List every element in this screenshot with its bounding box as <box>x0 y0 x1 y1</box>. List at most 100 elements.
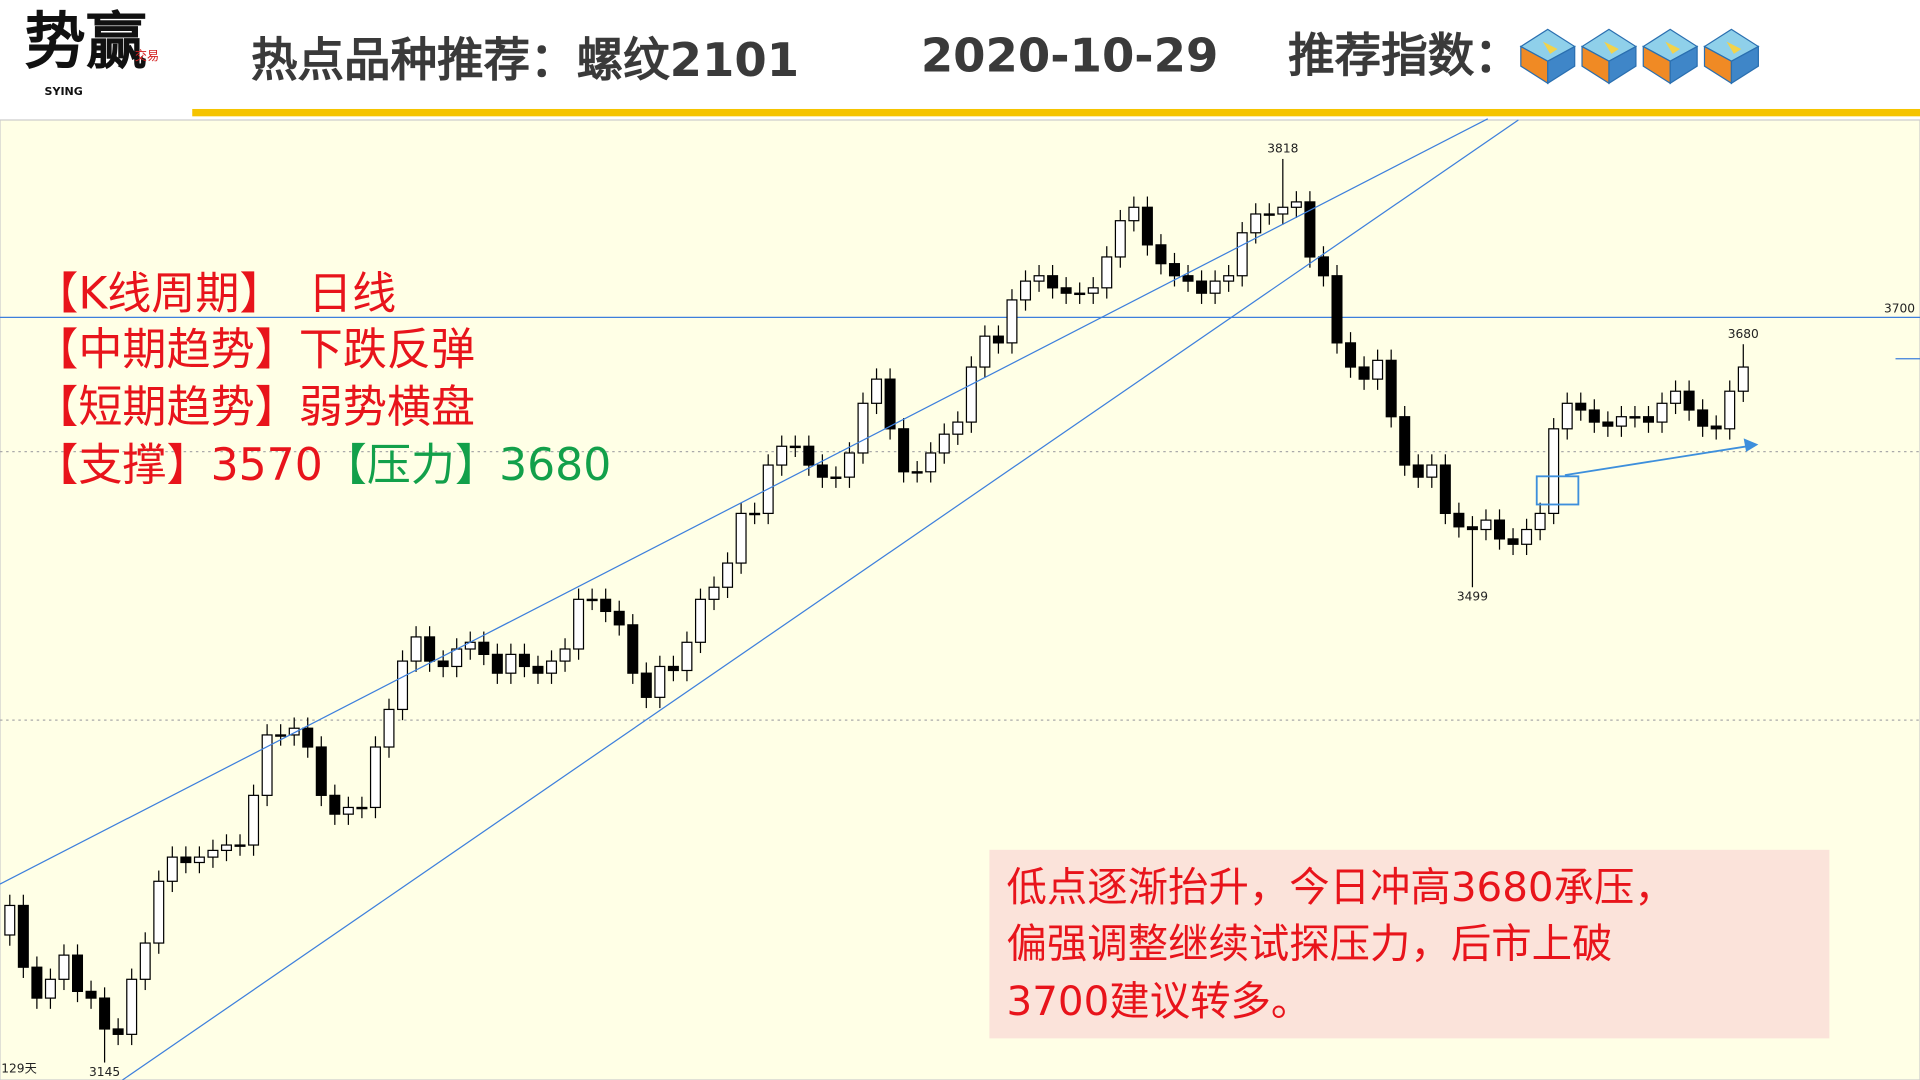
candle-body <box>925 452 937 473</box>
candle-body <box>1670 390 1682 404</box>
candle-body <box>559 648 571 662</box>
candle-body <box>166 856 178 882</box>
candle-body <box>302 727 314 748</box>
candle-body <box>207 849 219 858</box>
note: 【短期趋势】弱势横盘 <box>34 382 475 433</box>
logo-en: SYING <box>45 85 83 98</box>
candle-body <box>356 806 368 810</box>
rating-cube-right <box>1547 45 1576 85</box>
logo-seal: 交易 <box>135 48 159 63</box>
candle-body <box>803 445 815 466</box>
commentary-line: 偏强调整继续试探压力，后市上破 <box>1007 920 1613 968</box>
note-value: 日线 <box>308 268 396 319</box>
candle-body <box>857 402 869 454</box>
candle-body <box>573 598 585 650</box>
candle-body <box>410 636 422 662</box>
candle-body <box>694 598 706 643</box>
candle-body <box>722 562 734 588</box>
trough-label: 3145 <box>89 1065 120 1079</box>
candle-body <box>735 512 747 564</box>
note: 【K线周期】 日线 <box>34 268 396 319</box>
candle-body <box>938 433 950 454</box>
peak-label: 3818 <box>1267 142 1298 156</box>
candle-body <box>1710 425 1722 430</box>
candle-body <box>397 660 409 711</box>
candle-body <box>1629 416 1641 419</box>
candle-body <box>153 880 165 944</box>
candle-body <box>369 746 381 809</box>
candle-body <box>126 978 138 1035</box>
candle-body <box>220 844 232 852</box>
candle-body <box>952 421 964 435</box>
candle-body <box>424 636 436 662</box>
candle-body <box>491 653 503 674</box>
candle-body <box>1155 244 1167 265</box>
candle-body <box>640 672 652 698</box>
note-label: 【K线周期】 <box>34 268 283 319</box>
candle-body <box>627 624 639 674</box>
candle-body <box>1372 359 1384 380</box>
candle-body <box>586 598 598 602</box>
candle-body <box>911 471 923 474</box>
candle-body <box>1724 390 1736 430</box>
candle-body <box>85 990 97 999</box>
candle-body <box>4 904 16 936</box>
candle-body <box>1412 464 1424 478</box>
candle-body <box>1182 275 1194 282</box>
candle-body <box>1141 206 1153 246</box>
candle-body <box>329 794 341 815</box>
candle-body <box>1683 390 1695 411</box>
support-label: 【支撑】 <box>34 440 210 491</box>
candle-body <box>1209 280 1221 294</box>
candle-body <box>234 844 246 847</box>
candle-body <box>275 734 287 737</box>
candle-body <box>1168 263 1180 277</box>
commentary-box <box>989 849 1830 1039</box>
candle-body <box>31 966 43 999</box>
candle-body <box>965 366 977 423</box>
candle-body <box>1196 280 1208 294</box>
title: 热点品种推荐：螺纹2101 <box>251 33 799 87</box>
highlight-box <box>1535 475 1580 506</box>
candle-body <box>979 335 991 368</box>
candle-body <box>1060 287 1072 294</box>
candle-body <box>1304 201 1316 258</box>
candle-body <box>1548 428 1560 515</box>
candle-body <box>654 665 666 698</box>
candle-body <box>898 428 910 473</box>
rating-cube-face <box>1726 41 1742 54</box>
candle-body <box>1290 201 1302 208</box>
candle-body <box>1358 366 1370 380</box>
arrow-head <box>1743 438 1759 452</box>
candle-body <box>1737 366 1749 392</box>
commentary-line: 3700建议转多。 <box>1007 977 1312 1025</box>
candle-body <box>1236 232 1248 277</box>
candle-body <box>1466 526 1478 531</box>
rating-label: 推荐指数： <box>1288 28 1521 82</box>
candle-body <box>1331 275 1343 344</box>
candle-body <box>1345 342 1357 368</box>
candle-body <box>288 727 300 736</box>
candle-body <box>681 641 693 672</box>
candle-body <box>1534 512 1546 531</box>
candle-body <box>1101 256 1113 289</box>
candle-body <box>1087 287 1099 294</box>
candle-body <box>776 445 788 466</box>
candle-body <box>1588 409 1600 423</box>
candle-body <box>505 653 517 674</box>
candle-body <box>1602 421 1614 427</box>
candle-body <box>884 378 896 430</box>
pressure: 3680 <box>499 440 611 491</box>
candle-body <box>789 445 801 449</box>
date: 2020-10-29 <box>921 28 1219 82</box>
rating-cube-right <box>1669 45 1698 85</box>
note-label: 【中期趋势】 <box>34 325 298 376</box>
candle-body <box>1656 402 1668 423</box>
candle-body <box>1223 275 1235 282</box>
rating-cube-face <box>1604 41 1619 54</box>
rating-cube-right <box>1608 45 1637 85</box>
candle-body <box>451 648 463 668</box>
note-value: 下跌反弹 <box>299 325 475 376</box>
